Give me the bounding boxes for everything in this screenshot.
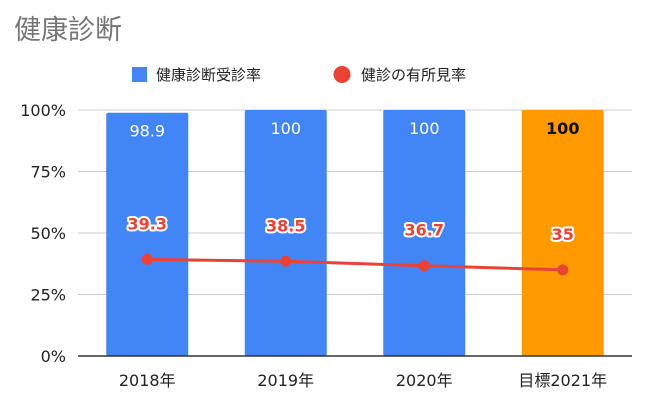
line-point [141,253,153,265]
line-series: 39.3 38.5 36.7 35 [126,212,576,276]
y-tick-label: 25% [30,286,66,305]
line-point [557,264,569,276]
bar [106,112,189,357]
x-tick-label: 2019年 [257,371,314,390]
y-tick-label: 50% [30,224,66,243]
line-data-label: 35 [552,225,574,244]
bar-data-label: 98.9 [129,122,165,141]
bar [521,110,604,356]
legend: 健康診断受診率 健診の有所見率 [132,66,466,84]
x-tick-label: 目標2021年 [518,371,607,390]
x-axis: 2018年 2019年 2020年 目標2021年 [119,371,607,390]
x-tick-label: 2018年 [119,371,176,390]
line-data-label: 38.5 [266,216,305,235]
y-tick-label: 100% [20,101,66,120]
bar [244,110,327,356]
x-tick-label: 2020年 [396,371,453,390]
bar [383,110,466,356]
y-tick-label: 75% [30,163,66,182]
line-data-label: 39.3 [128,214,167,233]
line-data-label: 36.7 [405,221,444,240]
line-point [418,260,430,272]
bar-data-label: 100 [546,119,579,138]
y-tick-label: 0% [41,347,66,366]
bar-data-label: 100 [409,119,440,138]
legend-label-line: 健診の有所見率 [361,66,466,84]
legend-swatch-line-icon [333,66,351,83]
bar-series: 98.9 100 100 100 [106,110,604,357]
y-axis: 0% 25% 50% 75% 100% [20,101,66,366]
line-point [280,255,292,267]
series-line [147,257,563,272]
bar-data-label: 100 [270,119,301,138]
chart-title: 健康診断 [14,15,122,46]
legend-label-bar: 健康診断受診率 [156,66,261,84]
legend-swatch-bar-icon [132,67,147,82]
